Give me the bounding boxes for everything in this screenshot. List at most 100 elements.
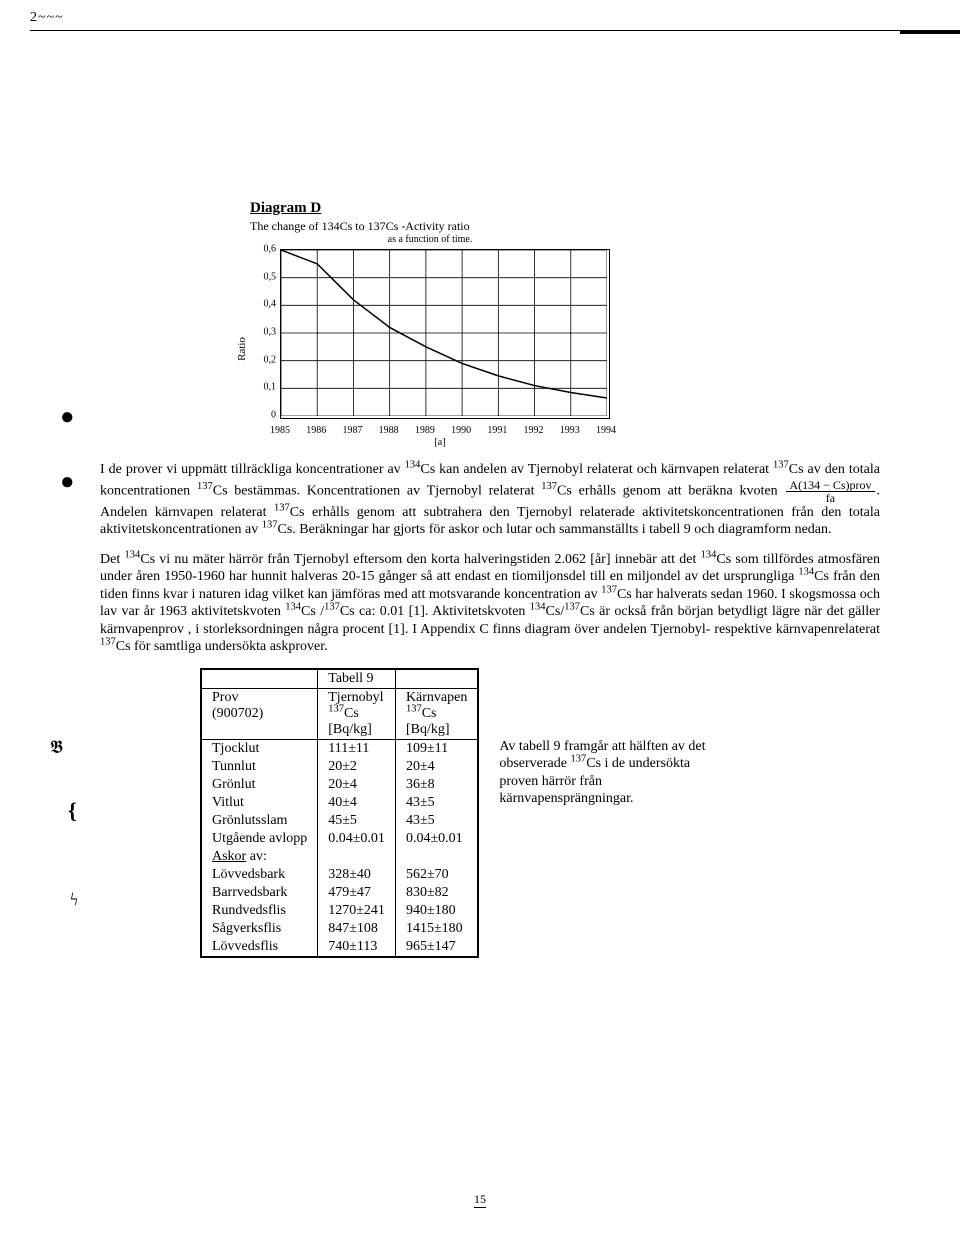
chart-xtick: 1991 [487,425,507,436]
text: av: [246,849,267,864]
fraction: A(134 − Cs)provfa [786,479,874,504]
table-cell: Tjocklut [201,739,318,758]
table-section-label: Askor av: [201,848,318,866]
superscript: 137 [406,703,422,714]
table-cell: 20±2 [318,758,396,776]
text: Cs ca: 0.01 [1]. Aktivitetskvoten [340,604,530,619]
superscript: 134 [285,601,301,612]
text: Cs/ [546,604,565,619]
table-cell: Sågverksflis [201,920,318,938]
text: Cs. Beräkningar har gjorts för askor och… [277,522,831,537]
superscript: 137 [262,519,278,530]
table-cell: 20±4 [395,758,478,776]
text-underline: Askor [212,849,246,864]
table-header-col0: Prov (900702) [201,688,318,739]
superscript: 137 [541,481,557,492]
table-cell: 0.04±0.01 [395,830,478,848]
table-cell: Lövvedsflis [201,938,318,957]
text: Cs [344,706,359,721]
chart-svg [281,250,607,416]
chart-xtick: 1986 [306,425,326,436]
chart-ytick: 0,6 [254,244,276,255]
table-cell: 479±47 [318,884,396,902]
table-row: Vitlut40±443±5 [201,794,478,812]
chart-xtick: 1992 [524,425,544,436]
table-header-col2: Kärnvapen 137Cs [Bq/kg] [395,688,478,739]
table-title-row: Tabell 9 [201,669,478,689]
table-cell: Rundvedsflis [201,902,318,920]
table-cell: 0.04±0.01 [318,830,396,848]
superscript: 137 [564,601,580,612]
superscript: 137 [100,636,116,647]
bullet-icon: ● [60,405,75,429]
brace-icon: { [68,800,77,822]
text: Cs för samtliga undersökta askprover. [116,639,328,654]
superscript: 137 [197,481,213,492]
diagram-subsubtitle: as a function of time. [250,234,610,245]
table-cell: 40±4 [318,794,396,812]
table-cell: Barrvedsbark [201,884,318,902]
text: (900702) [212,706,263,721]
chart-ytick: 0,4 [254,299,276,310]
table-row: Lövvedsflis740±113965±147 [201,938,478,957]
side-note: Av tabell 9 framgår att hälften av det o… [499,738,719,958]
text: Prov [212,690,238,705]
text: Cs erhålls genom att beräkna kvoten [557,483,784,498]
short-rule [900,30,960,34]
table-cell: 740±113 [318,938,396,957]
chart-xtick: 1988 [379,425,399,436]
table-cell: Lövvedsbark [201,866,318,884]
text: Cs bestämmas. Koncentrationen av Tjernob… [213,483,542,498]
superscript: 134 [798,566,814,577]
table-cell: 562±70 [395,866,478,884]
fraction-numerator: A(134 − Cs)prov [786,479,874,492]
table-cell: 20±4 [318,776,396,794]
text: I de prover vi uppmätt tillräckliga konc… [100,462,405,477]
table-cell: 1415±180 [395,920,478,938]
table-cell: 965±147 [395,938,478,957]
paragraph-1: I de prover vi uppmätt tillräckliga konc… [100,461,880,539]
table-cell: 830±82 [395,884,478,902]
table-cell: 109±11 [395,739,478,758]
table-cell: Vitlut [201,794,318,812]
diagram-title: Diagram D [250,200,880,217]
superscript: 134 [701,549,717,560]
text: Det [100,552,124,567]
table-section: Tabell 9 Prov (900702) Tjernobyl 137Cs [… [200,668,880,958]
chart-ytick: 0,3 [254,327,276,338]
table-cell: Grönlutsslam [201,812,318,830]
page-number: 15 [474,1192,486,1208]
table-row: Barrvedsbark479±47830±82 [201,884,478,902]
scan-artifact: 2~~~ [30,10,64,26]
table-row: Sågverksflis847±1081415±180 [201,920,478,938]
text: Cs / [301,604,324,619]
table-9: Tabell 9 Prov (900702) Tjernobyl 137Cs [… [200,668,479,958]
bullet-icon: ● [60,470,75,494]
superscript: 137 [601,584,617,595]
fraction-denominator: fa [786,492,874,504]
table-cell: Tunnlut [201,758,318,776]
superscript: 137 [324,601,340,612]
superscript: 137 [328,703,344,714]
chart-xlabel: [a] [434,437,445,448]
chart-plot-area [280,249,610,419]
chart-xtick: 1993 [560,425,580,436]
chart: Ratio [a] 00,10,20,30,40,50,6 1985198619… [250,249,630,449]
page: 2~~~ ● ● 𝕭 { ϟ Diagram D The change of 1… [0,0,960,1248]
superscript: 134 [405,459,421,470]
table-row: Grönlutsslam45±543±5 [201,812,478,830]
superscript: 137 [571,753,587,764]
text: Cs vi nu mäter härrör från Tjernobyl eft… [140,552,700,567]
table-row: Rundvedsflis1270±241940±180 [201,902,478,920]
chart-ytick: 0,2 [254,354,276,365]
chart-xtick: 1990 [451,425,471,436]
chart-xtick: 1989 [415,425,435,436]
table-cell: 43±5 [395,794,478,812]
table-caption: Tabell 9 [318,669,396,689]
table-header-col1: Tjernobyl 137Cs [Bq/kg] [318,688,396,739]
text: Cs kan andelen av Tjernobyl relaterat oc… [420,462,773,477]
table-cell-empty [395,669,478,689]
feather-icon: 𝕭 [50,738,63,756]
chart-ytick: 0,1 [254,382,276,393]
table-cell-empty [318,848,396,866]
